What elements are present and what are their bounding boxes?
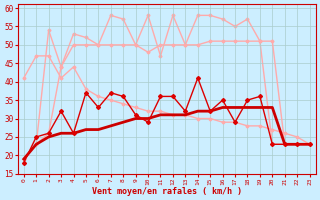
X-axis label: Vent moyen/en rafales ( km/h ): Vent moyen/en rafales ( km/h )	[92, 187, 242, 196]
